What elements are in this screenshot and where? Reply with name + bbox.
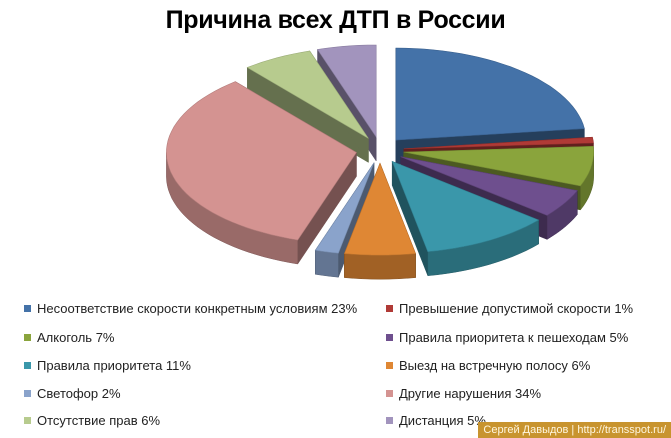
- pie-slice: [343, 162, 417, 280]
- legend-item: Выезд на встречную полосу 6%: [386, 357, 590, 373]
- legend-swatch: [24, 416, 31, 424]
- legend-label: Превышение допустимой скорости 1%: [399, 300, 634, 316]
- legend-swatch: [386, 333, 393, 341]
- pie-slice-wall: [315, 250, 339, 278]
- legend-label: Правила приоритета к пешеходам 5%: [399, 329, 629, 345]
- legend-swatch: [386, 304, 393, 312]
- pie-slice-top: [246, 50, 369, 139]
- pie-slice-top: [166, 81, 357, 241]
- legend-label: Алкоголь 7%: [37, 329, 115, 345]
- legend-swatch: [386, 389, 393, 397]
- pie-slice-top: [314, 162, 375, 254]
- legend-item: Отсутствие прав 6%: [24, 412, 160, 428]
- pie-slice-top: [403, 145, 595, 187]
- legend-item: Несоответствие скорости конкретным услов…: [24, 300, 357, 316]
- legend-item: Превышение допустимой скорости 1%: [386, 300, 633, 316]
- pie-slice-top: [316, 44, 377, 138]
- pie-slice: [166, 81, 357, 265]
- legend-swatch: [386, 361, 393, 369]
- legend-label: Другие нарушения 34%: [399, 385, 541, 401]
- legend-label: Правила приоритета 11%: [37, 357, 191, 373]
- legend-item: Правила приоритета к пешеходам 5%: [386, 329, 628, 345]
- legend-swatch: [24, 333, 31, 341]
- legend-label: Выезд на встречную полосу 6%: [399, 357, 591, 373]
- watermark: Сергей Давыдов | http://transspot.ru/: [478, 422, 671, 438]
- pie-slice: [391, 160, 540, 276]
- pie-slice-top: [400, 156, 578, 216]
- legend-item: Другие нарушения 34%: [386, 385, 541, 401]
- chart-title: Причина всех ДТП в России: [165, 6, 506, 34]
- legend-swatch: [24, 304, 31, 312]
- legend-item: Дистанция 5%: [386, 412, 486, 428]
- pie-chart: [166, 44, 595, 280]
- legend-label: Светофор 2%: [37, 385, 121, 401]
- pie-slice: [246, 50, 369, 164]
- pie-slice-top: [395, 47, 585, 141]
- legend-label: Дистанция 5%: [399, 412, 486, 428]
- legend-swatch: [24, 361, 31, 369]
- legend-item: Алкоголь 7%: [24, 329, 114, 345]
- legend-label: Несоответствие скорости конкретным услов…: [37, 300, 358, 316]
- legend-label: Отсутствие прав 6%: [37, 412, 160, 428]
- pie-slice-wall: [344, 253, 416, 280]
- pie-slice-top: [343, 162, 417, 256]
- legend-item: Светофор 2%: [24, 385, 121, 401]
- pie-slice-top: [391, 160, 540, 253]
- legend-swatch: [386, 416, 393, 424]
- pie-slice-top: [403, 136, 594, 150]
- legend-swatch: [24, 389, 31, 397]
- legend-item: Правила приоритета 11%: [24, 357, 191, 373]
